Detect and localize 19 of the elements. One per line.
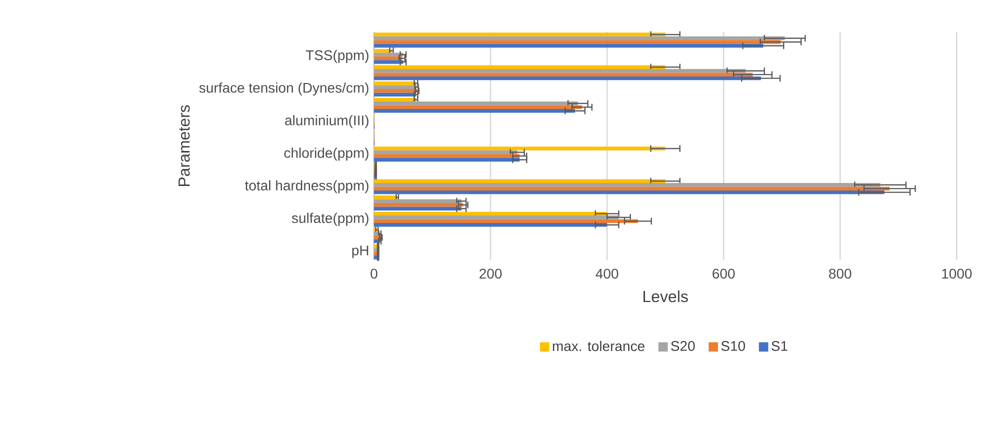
y-tick-label: chloride(ppm) <box>284 148 368 161</box>
y-tick-label: TSS(ppm) <box>306 50 368 63</box>
x-tick-label: 200 <box>480 268 502 279</box>
legend-label: S10 <box>721 341 746 351</box>
y-tick-label: total hardness(ppm) <box>245 180 368 194</box>
x-axis-title: Levels <box>644 290 688 302</box>
y-tick-label: surface tension (Dynes/cm) <box>199 82 368 96</box>
x-tick-label: 800 <box>829 268 852 279</box>
legend-label: S1 <box>772 341 788 351</box>
x-tick-label: 0 <box>370 268 378 279</box>
y-tick-label: aluminium(III) <box>285 115 368 128</box>
x-tick-label: 400 <box>596 268 618 279</box>
y-axis-title: Parameters <box>178 105 190 186</box>
y-tick-label: pH <box>352 246 368 258</box>
y-tick-label: sulfate(ppm) <box>292 212 368 226</box>
legend-label: S20 <box>671 341 695 351</box>
x-tick-label: 1000 <box>942 268 972 279</box>
x-tick-label: 600 <box>712 268 735 279</box>
legend-label: max. tolerance <box>552 340 644 352</box>
